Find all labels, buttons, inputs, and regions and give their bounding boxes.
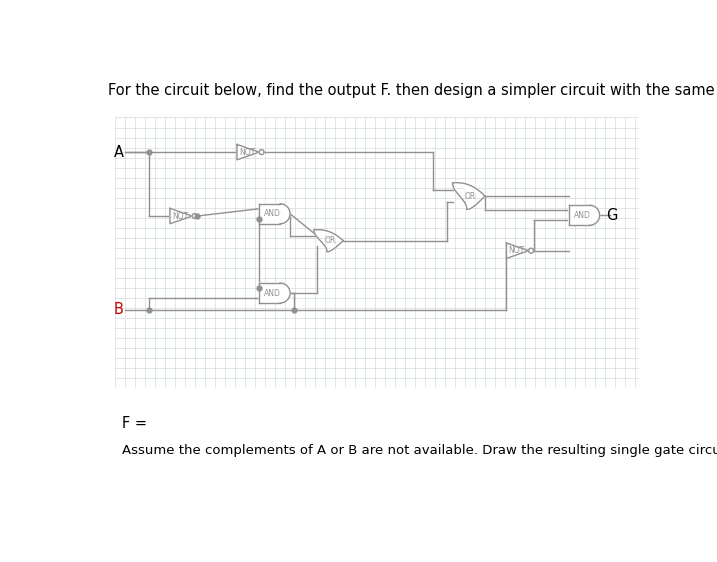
- Polygon shape: [237, 144, 259, 160]
- Polygon shape: [170, 209, 192, 224]
- Text: NOT: NOT: [239, 148, 255, 157]
- Circle shape: [259, 149, 264, 155]
- Polygon shape: [260, 204, 290, 224]
- Polygon shape: [260, 283, 290, 303]
- Text: For the circuit below, find the output F. then design a simpler circuit with the: For the circuit below, find the output F…: [108, 83, 717, 98]
- Text: A: A: [114, 144, 124, 160]
- Polygon shape: [506, 243, 528, 259]
- Circle shape: [528, 248, 533, 253]
- Text: NOT: NOT: [508, 246, 525, 255]
- Text: OR: OR: [325, 236, 336, 245]
- Text: AND: AND: [264, 288, 281, 297]
- Text: NOT: NOT: [172, 211, 189, 220]
- Text: OR: OR: [465, 192, 476, 201]
- Text: F =: F =: [122, 416, 147, 430]
- Text: G: G: [606, 208, 617, 223]
- Text: B: B: [114, 302, 124, 318]
- Circle shape: [192, 214, 197, 219]
- Polygon shape: [569, 205, 599, 225]
- Polygon shape: [452, 183, 485, 210]
- Text: Assume the complements of A or B are not available. Draw the resulting single ga: Assume the complements of A or B are not…: [122, 445, 717, 457]
- Text: AND: AND: [574, 211, 590, 220]
- Text: AND: AND: [264, 209, 281, 218]
- Polygon shape: [314, 230, 343, 252]
